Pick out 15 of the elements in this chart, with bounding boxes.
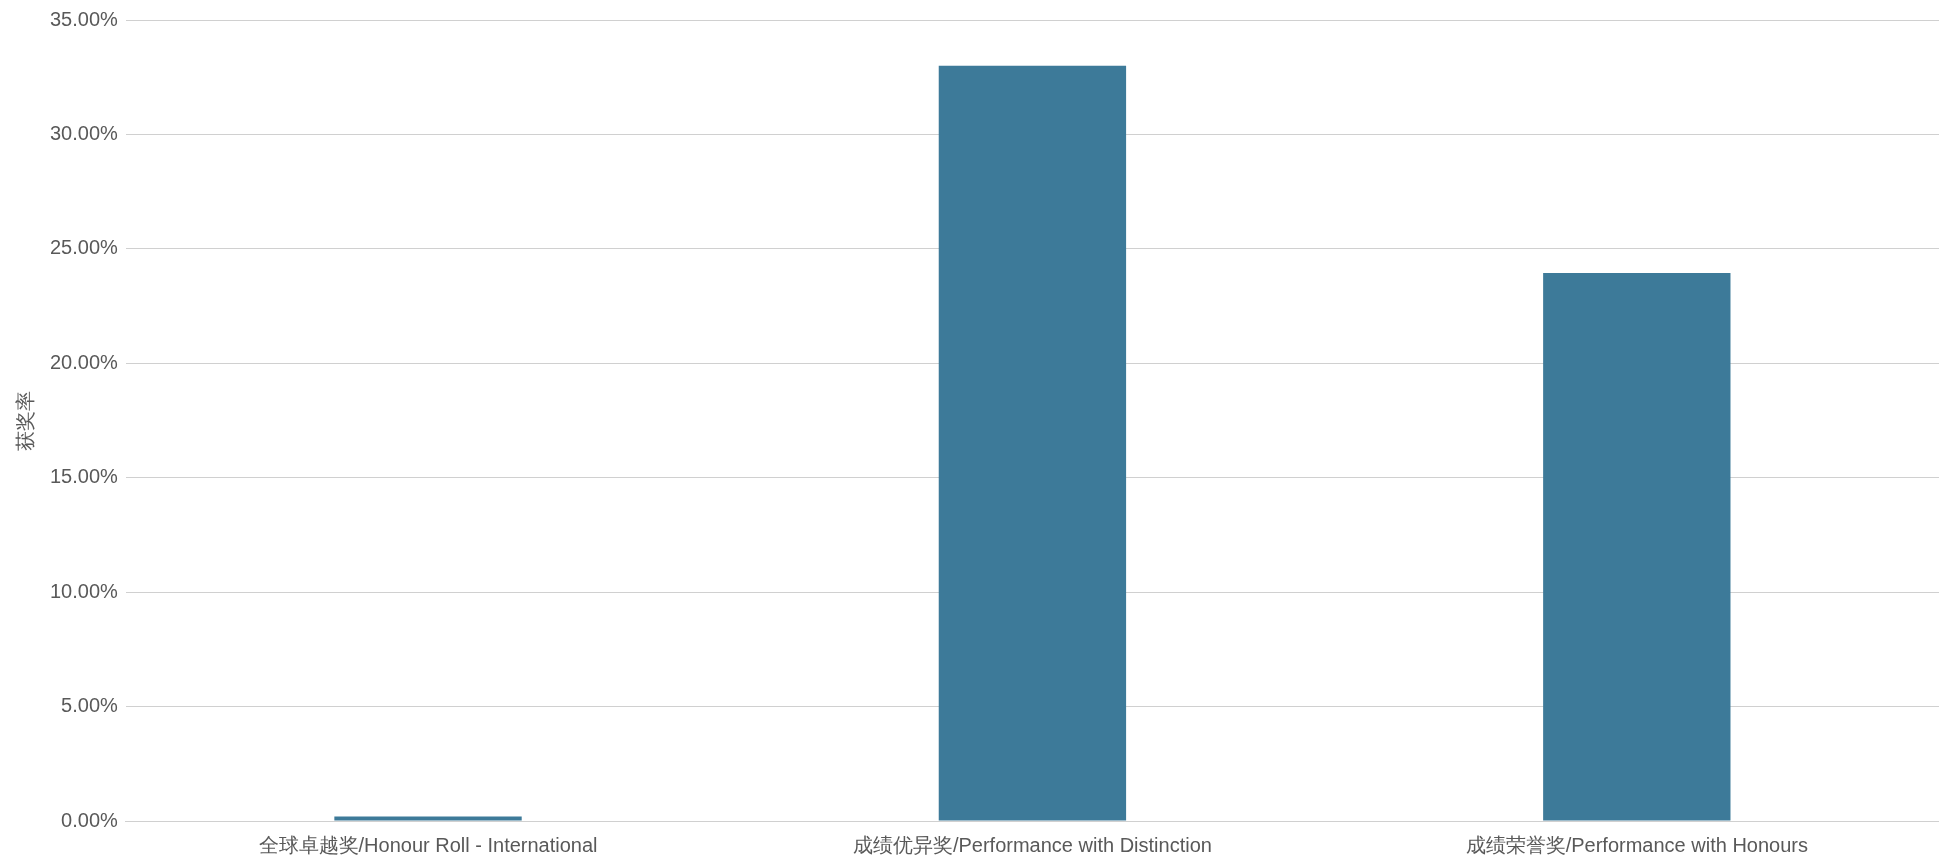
y-tick-label: 25.00% [49,236,119,259]
y-tick-label: 20.00% [49,350,119,373]
x-tick-label: 成绩荣誉奖/Performance with Honours [1465,833,1808,856]
bar [938,65,1127,821]
bar [1543,272,1731,821]
bar [334,816,522,821]
y-tick-label: 35.00% [49,7,119,30]
y-tick-label: 10.00% [49,579,119,602]
y-axis-title: 获奖率 [13,390,36,451]
x-tick-label: 全球卓越奖/Honour Roll - International [258,833,598,856]
y-tick-label: 30.00% [49,121,119,144]
y-tick-label: 15.00% [49,465,119,488]
x-tick-label: 成绩优异奖/Performance with Distinction [852,833,1212,856]
y-tick-label: 0.00% [61,808,119,831]
y-tick-label: 5.00% [61,694,119,717]
